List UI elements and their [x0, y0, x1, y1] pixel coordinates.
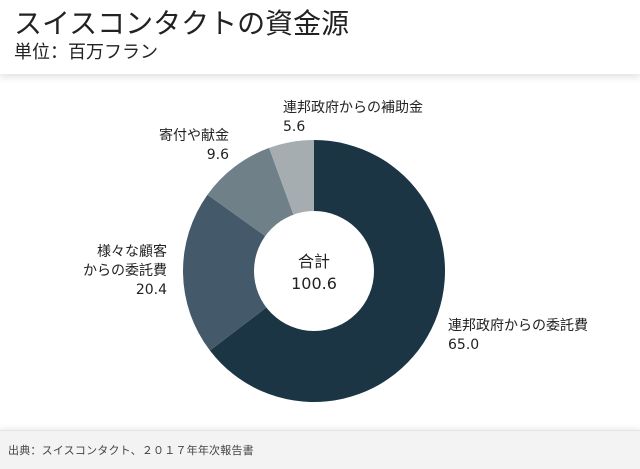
chart-header: スイスコンタクトの資金源 単位：百万フラン	[0, 0, 640, 74]
center-total-value: 100.6	[291, 274, 337, 293]
slice-category-label: 様々な顧客	[97, 243, 167, 260]
chart-title: スイスコンタクトの資金源	[14, 7, 350, 40]
chart-unit-subtitle: 単位：百万フラン	[14, 42, 158, 63]
slice-value-label: 65.0	[448, 337, 479, 353]
source-note: 出典：スイスコンタクト、２０１７年年次報告書	[8, 444, 254, 457]
donut-hole	[254, 211, 374, 331]
slice-label-3: 寄付や献金 9.6	[159, 127, 229, 163]
slice-category-label: からの委託費	[83, 263, 167, 279]
slice-value-label: 5.6	[283, 119, 305, 135]
slice-label-1: 連邦政府からの委託費 65.0	[448, 318, 588, 353]
chart-footer: 出典：スイスコンタクト、２０１７年年次報告書	[0, 430, 640, 469]
slice-value-label: 9.6	[207, 147, 229, 163]
slice-value-label: 20.4	[136, 282, 167, 298]
center-total-label: 合計	[298, 252, 330, 271]
pie-slice-2	[183, 194, 314, 351]
chart-area: 連邦政府からの委託費 65.0 様々な顧客からの委託費 20.4 寄付や献金 9.6 連邦政…	[0, 74, 640, 430]
slice-category-label: 連邦政府からの補助金	[283, 100, 423, 116]
center-total: 合計 100.6	[291, 252, 337, 293]
slice-label-4: 連邦政府からの補助金 5.6	[283, 100, 423, 135]
slice-category-label: 寄付や献金	[159, 127, 229, 144]
slice-category-label: 連邦政府からの委託費	[448, 318, 588, 334]
